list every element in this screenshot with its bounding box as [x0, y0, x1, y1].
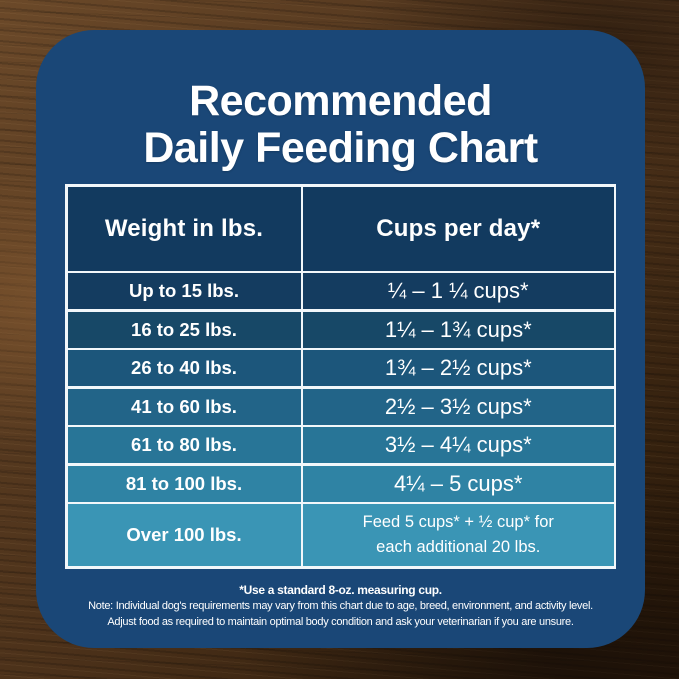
footnotes: *Use a standard 8-oz. measuring cup. Not… [36, 582, 645, 630]
cups-cell: 1¼ – 1¾ cups* [303, 311, 614, 348]
footnote-variation: Note: Individual dog's requirements may … [88, 599, 593, 612]
chart-title-line1: Recommended [189, 77, 492, 125]
weight-cell: Up to 15 lbs. [67, 273, 301, 309]
weight-cell: 81 to 100 lbs. [67, 465, 301, 502]
cups-cell: 4¼ – 5 cups* [303, 465, 614, 502]
weight-cell: 61 to 80 lbs. [67, 427, 301, 463]
cups-cell: 1¾ – 2½ cups* [303, 350, 614, 386]
weight-cell: 41 to 60 lbs. [67, 388, 301, 425]
header-cell-weight: Weight in lbs. [67, 186, 301, 271]
footnote-adjust: Adjust food as required to maintain opti… [107, 615, 574, 628]
header-cell-cups: Cups per day* [303, 186, 614, 271]
weight-cell: 16 to 25 lbs. [67, 311, 301, 348]
footnote-measuring-cup: *Use a standard 8-oz. measuring cup. [239, 582, 442, 597]
feeding-table: Weight in lbs. Cups per day* Up to 15 lb… [65, 184, 616, 569]
cups-cell-line1: Feed 5 cups* + ½ cup* for [362, 513, 554, 531]
cups-cell: 2½ – 3½ cups* [303, 388, 614, 425]
weight-cell: Over 100 lbs. [67, 504, 301, 566]
feeding-chart-card: Recommended Daily Feeding Chart Weight i… [36, 30, 645, 648]
chart-title: Recommended Daily Feeding Chart [36, 78, 645, 172]
cups-cell: Feed 5 cups* + ½ cup* for each additiona… [303, 504, 614, 566]
cups-cell-line2: each additional 20 lbs. [376, 538, 541, 556]
chart-title-line2: Daily Feeding Chart [143, 124, 538, 172]
cups-cell: 3½ – 4¼ cups* [303, 427, 614, 463]
cups-cell: ¼ – 1 ¼ cups* [303, 273, 614, 309]
weight-cell: 26 to 40 lbs. [67, 350, 301, 386]
